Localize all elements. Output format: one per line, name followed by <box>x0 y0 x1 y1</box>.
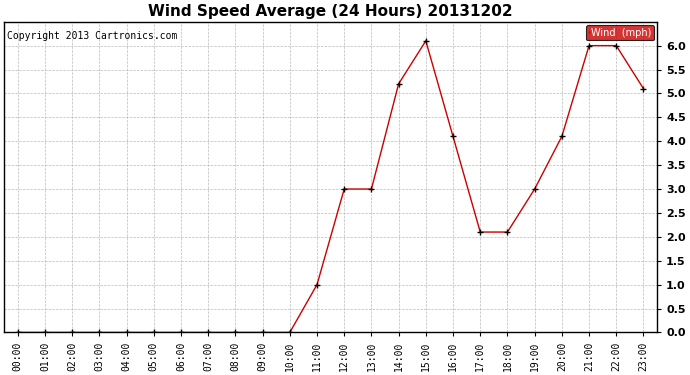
Title: Wind Speed Average (24 Hours) 20131202: Wind Speed Average (24 Hours) 20131202 <box>148 4 513 19</box>
Text: Copyright 2013 Cartronics.com: Copyright 2013 Cartronics.com <box>8 31 178 41</box>
Legend: Wind  (mph): Wind (mph) <box>586 25 654 40</box>
